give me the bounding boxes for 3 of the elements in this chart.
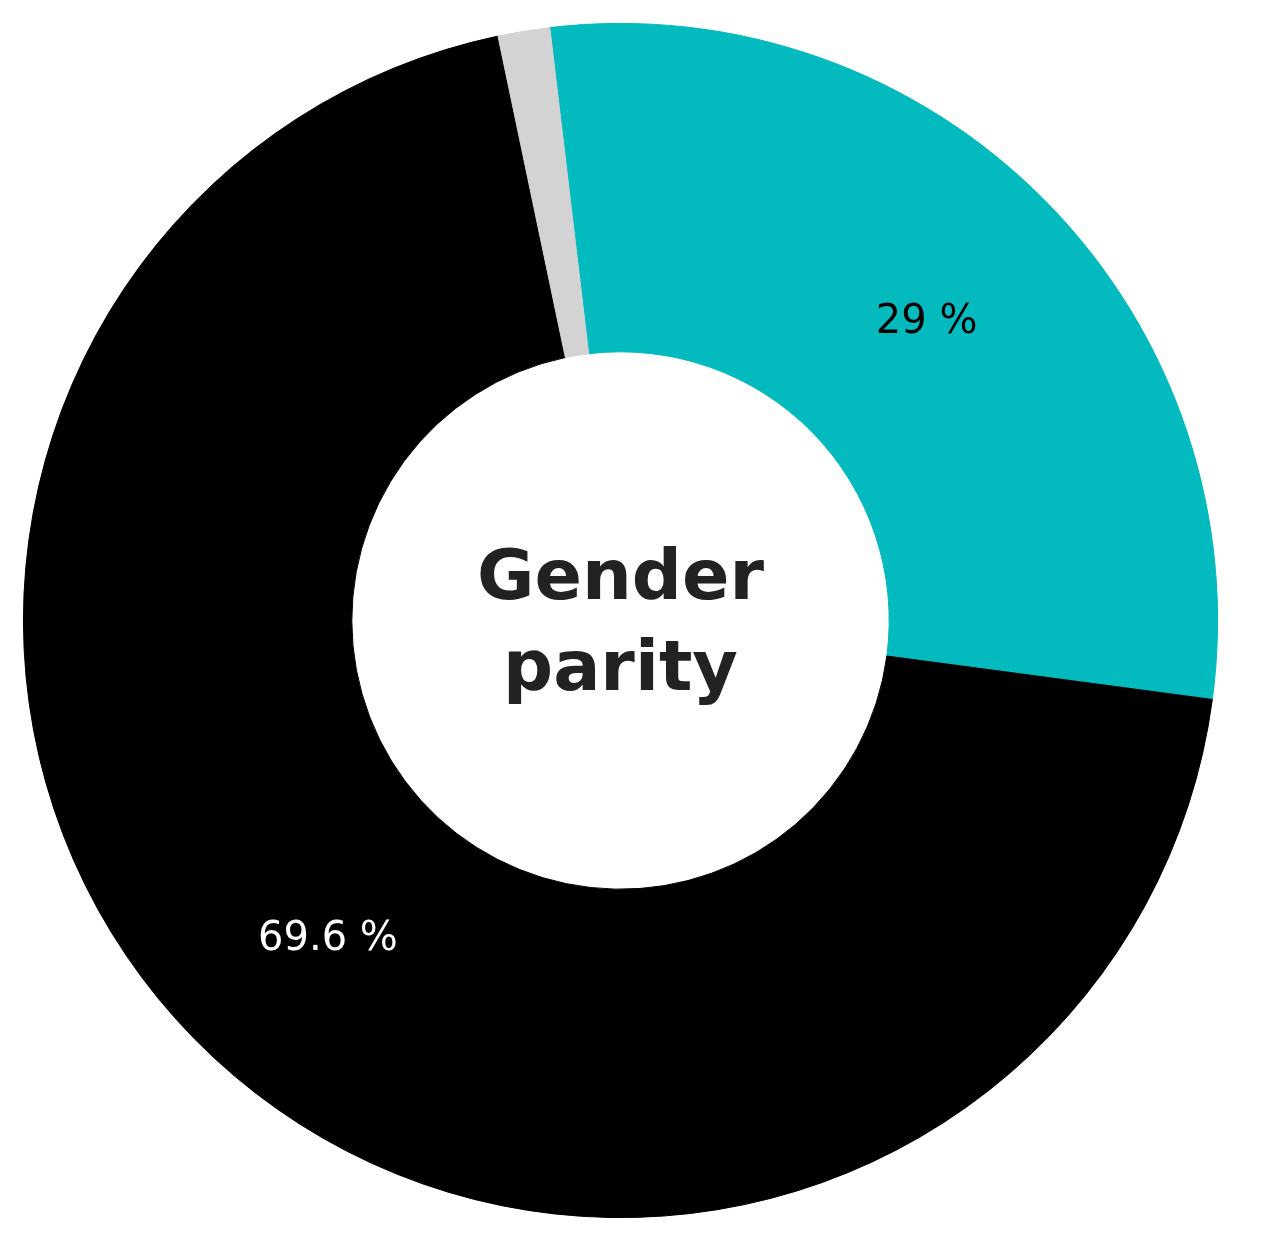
data-label: 69.6 % [258, 912, 398, 959]
data-label: 29 % [875, 295, 978, 342]
text: Gender parity [477, 534, 765, 707]
